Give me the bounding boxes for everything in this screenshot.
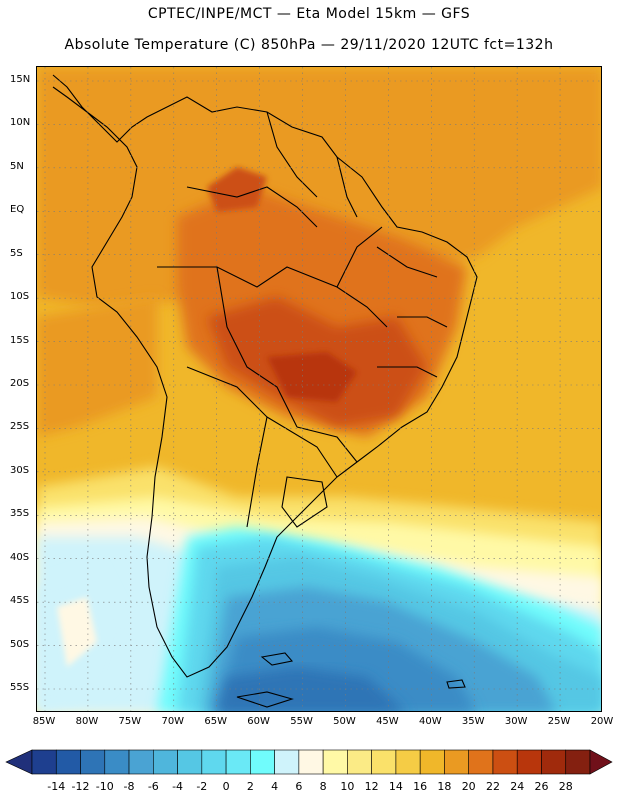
latitude-label: 50S — [10, 638, 30, 650]
longitude-label: 30W — [504, 716, 528, 727]
color-scale-box — [468, 749, 494, 775]
color-scale-label: -6 — [147, 780, 159, 793]
color-scale-label: -10 — [95, 780, 114, 793]
color-scale-box — [371, 749, 397, 775]
longitude-label: 65W — [204, 716, 227, 727]
longitude-label: 25W — [547, 716, 571, 727]
longitude-label: 55W — [290, 716, 313, 727]
color-scale-label: -4 — [172, 780, 184, 793]
color-scale-under-arrow — [5, 749, 33, 775]
color-scale-label: 2 — [246, 780, 254, 793]
color-scale-box — [322, 749, 348, 775]
latitude-label: 20S — [10, 378, 30, 389]
map-subtitle: Absolute Temperature (C) 850hPa — 29/11/… — [64, 37, 554, 53]
longitude-label: 85W — [32, 716, 56, 727]
longitude-label: 70W — [161, 716, 185, 727]
latitude-label: 30S — [10, 464, 30, 476]
color-scale-box — [153, 749, 178, 775]
color-scale-label: -12 — [71, 780, 90, 793]
color-scale-box — [274, 749, 300, 775]
latitude-label: 10N — [10, 117, 31, 129]
color-scale-label: -8 — [123, 780, 135, 793]
color-scale-box — [347, 749, 372, 775]
longitude-label: 20W — [590, 716, 614, 727]
color-scale-label: 26 — [534, 780, 549, 793]
color-scale-over-arrow — [589, 749, 613, 775]
longitude-label: 80W — [75, 716, 99, 727]
color-scale-label: 14 — [388, 780, 403, 793]
color-scale-label: 16 — [413, 780, 428, 793]
color-scale-box — [104, 749, 130, 775]
color-scale-box — [444, 749, 469, 775]
color-scale-label: 28 — [558, 780, 573, 793]
color-scale-label: 20 — [461, 780, 476, 793]
latitude-label: 40S — [10, 551, 30, 563]
color-scale-box — [541, 749, 567, 775]
color-scale-label: -14 — [47, 780, 66, 793]
color-scale-label: 8 — [319, 780, 327, 793]
color-scale-label: 12 — [364, 780, 379, 793]
color-scale-box — [419, 749, 445, 775]
longitude-label: 60W — [247, 716, 270, 727]
coastlines — [52, 74, 478, 708]
color-scale-label: -2 — [196, 780, 208, 793]
latitude-label: 10S — [10, 291, 30, 303]
color-scale-label: 0 — [222, 780, 230, 793]
longitude-label: 45W — [376, 716, 399, 727]
color-scale-label: 6 — [295, 780, 303, 793]
color-scale-box — [31, 749, 57, 775]
color-scale-label: 10 — [340, 780, 355, 793]
color-scale-box — [201, 749, 227, 775]
latitude-label: 5N — [10, 160, 24, 172]
color-scale-label: 22 — [485, 780, 500, 793]
color-scale-box — [80, 749, 106, 775]
color-scale-box — [298, 749, 324, 775]
color-scale — [5, 749, 613, 775]
longitude-label: 75W — [118, 716, 142, 727]
longitude-label: 50W — [333, 716, 356, 727]
latitude-label: 15S — [10, 334, 30, 346]
color-scale-box — [395, 749, 421, 775]
latitude-label: EQ — [10, 204, 25, 216]
color-scale-box — [55, 749, 81, 775]
latitude-label: 35S — [10, 508, 30, 520]
longitude-label: 35W — [461, 716, 485, 727]
color-scale-label: 18 — [437, 780, 452, 793]
color-scale-label: 24 — [510, 780, 525, 793]
map-title: CPTEC/INPE/MCT — Eta Model 15km — GFS — [147, 6, 471, 22]
color-scale-box — [128, 749, 154, 775]
color-scale-box — [225, 749, 251, 775]
longitude-label: 40W — [418, 716, 442, 727]
color-scale-box — [177, 749, 203, 775]
latitude-label: 15N — [10, 74, 31, 85]
latitude-label: 45S — [10, 595, 30, 607]
graticule — [37, 67, 601, 711]
latitude-label: 55S — [10, 682, 30, 693]
color-scale-box — [492, 749, 518, 775]
color-scale-box — [565, 749, 591, 775]
temperature-map — [36, 66, 602, 712]
color-scale-box — [250, 749, 275, 775]
color-scale-label: 4 — [271, 780, 279, 793]
latitude-label: 5S — [10, 247, 23, 259]
latitude-label: 25S — [10, 421, 30, 433]
temperature-field — [37, 67, 601, 711]
color-scale-box — [516, 749, 542, 775]
